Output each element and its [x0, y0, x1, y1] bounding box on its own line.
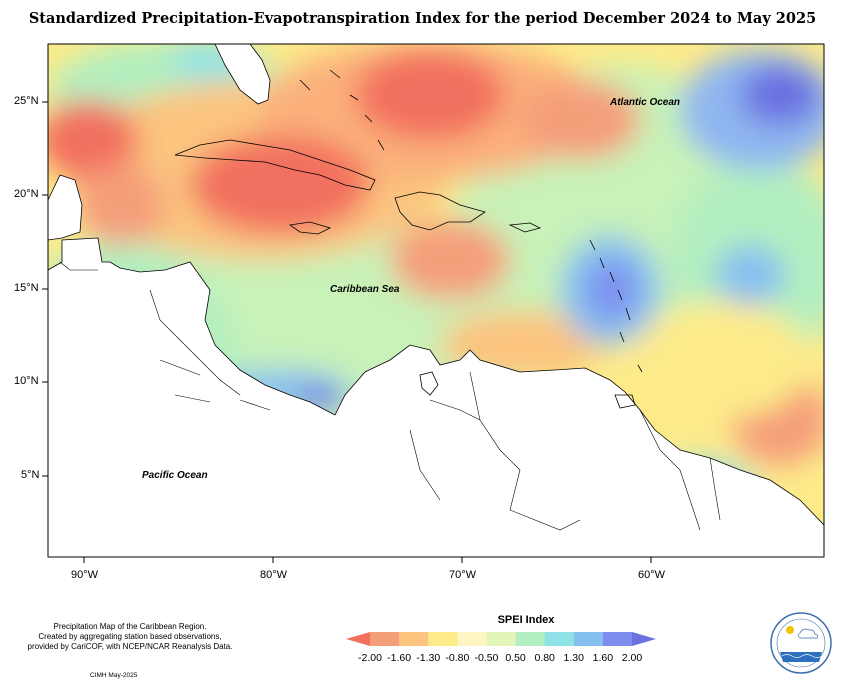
legend-swatch — [515, 632, 546, 646]
legend-tick-label: 1.30 — [563, 652, 584, 664]
lon-label-70w: 70°W — [449, 569, 477, 581]
legend-tick-label: -1.60 — [387, 652, 412, 664]
map-title: Standardized Precipitation-Evapotranspir… — [28, 10, 817, 27]
lat-label-10n: 10°N — [14, 375, 39, 387]
legend-swatch — [457, 632, 487, 646]
lat-label-25n: 25°N — [14, 95, 39, 107]
legend-tick-label: 1.60 — [592, 652, 614, 664]
signoff-text: CIMH May-2025 — [90, 672, 138, 679]
pacific-ocean-label: Pacific Ocean — [142, 470, 208, 481]
lon-label-80w: 80°W — [260, 569, 288, 581]
legend-swatch — [428, 632, 458, 646]
credit-text: Precipitation Map of the Caribbean Regio… — [0, 622, 260, 652]
legend-colorbar — [346, 632, 656, 646]
caribbean-sea-label: Caribbean Sea — [330, 284, 400, 295]
credit-line-3: provided by CariCOF, with NCEP/NCAR Rean… — [27, 642, 233, 651]
legend-swatch — [573, 632, 604, 646]
legend-tick-label: 0.50 — [505, 652, 526, 664]
lat-label-20n: 20°N — [14, 188, 39, 200]
legend-tick-label: -0.80 — [445, 652, 470, 664]
credit-line-1: Precipitation Map of the Caribbean Regio… — [53, 622, 207, 631]
legend-tick-label: -2.00 — [358, 652, 382, 664]
legend-tick-label: -0.50 — [474, 652, 499, 664]
legend-swatch — [602, 632, 633, 646]
legend-swatch — [544, 632, 575, 646]
legend-tick-label: 0.80 — [534, 652, 555, 664]
legend-swatch-high — [632, 632, 656, 646]
atlantic-ocean-label: Atlantic Ocean — [610, 97, 681, 108]
legend-swatch — [399, 632, 429, 646]
legend-swatch — [486, 632, 517, 646]
lon-label-60w: 60°W — [638, 569, 666, 581]
legend-tick-label: 2.00 — [621, 652, 643, 664]
legend-swatch-low — [346, 632, 370, 646]
lat-label-5n: 5°N — [21, 469, 40, 481]
cimh-logo-icon — [770, 612, 832, 674]
credit-line-2: Created by aggregating station based obs… — [38, 632, 222, 641]
legend-swatch — [370, 632, 400, 646]
legend-title: SPEI Index — [497, 614, 555, 626]
lat-label-15n: 15°N — [14, 282, 39, 294]
legend-tick-label: -1.30 — [416, 652, 441, 664]
lon-label-90w: 90°W — [71, 569, 99, 581]
